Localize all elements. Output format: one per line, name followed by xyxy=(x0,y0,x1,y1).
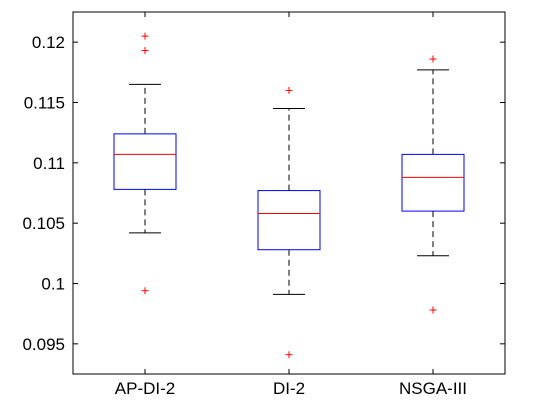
box-group xyxy=(113,32,177,295)
axis-ticks: 0.095 0.1 0.105 0.11 0.115 0.12 AP-DI-2 DI-2 NSG… xyxy=(22,12,505,398)
outlier-marker xyxy=(429,306,437,314)
y-tick-label: 0.115 xyxy=(24,94,65,113)
y-tick-label: 0.12 xyxy=(32,33,65,52)
outlier-marker xyxy=(141,47,149,55)
y-tick-label: 0.105 xyxy=(22,214,65,233)
box-group xyxy=(257,86,321,359)
box xyxy=(401,153,465,212)
box-group xyxy=(401,55,465,314)
outlier-marker xyxy=(285,86,293,94)
y-tick-label: 0.1 xyxy=(41,275,65,294)
x-tick-label: AP-DI-2 xyxy=(115,379,175,398)
box xyxy=(257,190,321,251)
boxes-group xyxy=(113,32,465,359)
box xyxy=(113,133,177,190)
outlier-marker xyxy=(141,32,149,40)
y-tick-label: 0.095 xyxy=(22,335,65,354)
x-tick-label: NSGA-III xyxy=(399,379,467,398)
outlier-marker xyxy=(429,55,437,63)
x-tick-label: DI-2 xyxy=(273,379,305,398)
y-tick-label: 0.11 xyxy=(33,154,65,173)
plot-area xyxy=(72,11,506,375)
outlier-marker xyxy=(141,287,149,295)
outlier-marker xyxy=(285,351,293,359)
